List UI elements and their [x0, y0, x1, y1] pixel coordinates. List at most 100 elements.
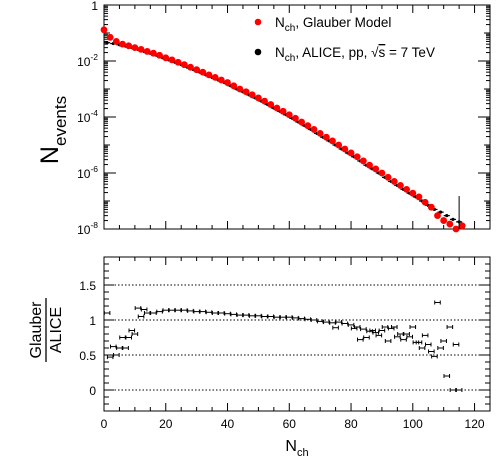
reference-lines [104, 284, 490, 391]
glauber-point [242, 88, 250, 96]
glauber-point [285, 111, 293, 119]
glauber-point [187, 63, 194, 71]
y-tick-base: 1 [91, 0, 98, 13]
x-tick-labels: 0 20 40 60 80 100 120 [101, 417, 485, 431]
ratio-y-tick-label: 1 [89, 314, 96, 328]
glauber-point [125, 42, 133, 50]
ratio-y-axis-label: Glauber ALICE [28, 298, 65, 362]
glauber-point [162, 54, 170, 62]
glauber-point [366, 161, 373, 169]
alice-point [105, 41, 109, 45]
legend: Nch, Glauber Model Nch, ALICE, pp, √s = … [254, 15, 435, 64]
glauber-point [273, 104, 281, 112]
glauber-point [316, 129, 324, 137]
legend-marker-alice [254, 48, 262, 56]
glauber-point [180, 61, 188, 69]
alice-point [445, 214, 449, 218]
top-panel: 110-210-410-610-8 Nevents Nch, Glauber M… [36, 0, 491, 237]
ratio-data-points [103, 300, 463, 392]
ratio-denominator: ALICE [48, 307, 65, 353]
y-tick-exponent: -2 [90, 52, 98, 62]
glauber-point [100, 26, 108, 34]
glauber-point [211, 73, 219, 81]
bottom-axis-ticks [103, 257, 491, 411]
glauber-point [261, 97, 268, 105]
y-tick-label: 10-4 [77, 108, 98, 125]
glauber-point [193, 66, 201, 74]
glauber-point [458, 222, 466, 230]
alice-point [438, 210, 443, 214]
glauber-point [440, 217, 448, 224]
glauber-point [421, 198, 429, 206]
glauber-point [119, 40, 126, 48]
legend-marker-glauber [254, 18, 262, 26]
glauber-point [409, 189, 417, 197]
glauber-point [359, 157, 367, 165]
x-axis-label: Nch [285, 438, 308, 459]
glauber-point [322, 133, 330, 141]
x-tick-label: 80 [344, 417, 358, 431]
glauber-point [168, 56, 176, 64]
glauber-point [292, 114, 299, 122]
glauber-point [230, 82, 238, 90]
glauber-point [384, 173, 392, 181]
y-tick-exponent: -4 [90, 108, 98, 118]
y-tick-exponent: -6 [90, 164, 98, 174]
glauber-point [446, 220, 454, 228]
y-tick-base: 10 [77, 223, 91, 237]
glauber-point [329, 137, 336, 145]
top-axis-ticks [103, 4, 491, 230]
glauber-point [106, 33, 114, 41]
bottom-panel: 0 0.5 1 1.5 0 20 40 60 80 100 120 Glauber ALICE N… [28, 256, 491, 459]
top-data-points [100, 26, 466, 233]
glauber-point [255, 94, 262, 102]
glauber-point [434, 212, 441, 220]
glauber-point [156, 51, 163, 59]
ratio-y-tick-label: 0 [89, 384, 96, 398]
glauber-point [143, 48, 151, 55]
legend-label-alice: Nch, ALICE, pp, √s = 7 TeV [275, 45, 435, 64]
y-tick-exponent: -8 [90, 220, 98, 230]
sqrt-sign: √ [371, 45, 379, 60]
ratio-y-tick-label: 1.5 [79, 279, 96, 293]
glauber-point [341, 145, 349, 153]
legend-label-glauber: Nch, Glauber Model [275, 15, 391, 34]
y-tick-label: 10-2 [77, 52, 98, 69]
x-tick-label: 100 [403, 417, 423, 431]
glauber-point [112, 38, 120, 45]
glauber-point [353, 153, 361, 161]
glauber-point [267, 101, 275, 108]
glauber-point [335, 141, 343, 149]
y-tick-label: 1 [91, 0, 98, 13]
glauber-point [137, 45, 145, 53]
glauber-point [310, 126, 318, 133]
x-tick-label: 60 [283, 417, 297, 431]
top-y-axis-label: Nevents [36, 96, 70, 164]
glauber-point [150, 49, 157, 57]
x-tick-label: 120 [465, 417, 485, 431]
glauber-point [217, 76, 225, 84]
glauber-point [372, 165, 380, 173]
glauber-point [415, 193, 423, 201]
glauber-point [236, 85, 244, 93]
glauber-point [131, 44, 139, 52]
glauber-point [427, 203, 435, 211]
x-tick-label: 40 [221, 417, 235, 431]
glauber-point [304, 122, 312, 130]
ratio-numerator: Glauber [28, 301, 45, 359]
glauber-point [224, 79, 231, 86]
glauber-point [199, 68, 207, 76]
top-y-tick-labels: 110-210-410-610-8 [77, 0, 98, 237]
glauber-point [279, 107, 287, 115]
glauber-point [347, 149, 355, 157]
y-tick-label: 10-6 [77, 164, 98, 181]
glauber-point [390, 178, 398, 185]
x-tick-label: 20 [159, 417, 173, 431]
alice-point [451, 217, 455, 222]
glauber-point [205, 71, 213, 79]
x-tick-label: 0 [101, 417, 108, 431]
y-tick-base: 10 [77, 111, 91, 125]
glauber-point [248, 91, 256, 99]
